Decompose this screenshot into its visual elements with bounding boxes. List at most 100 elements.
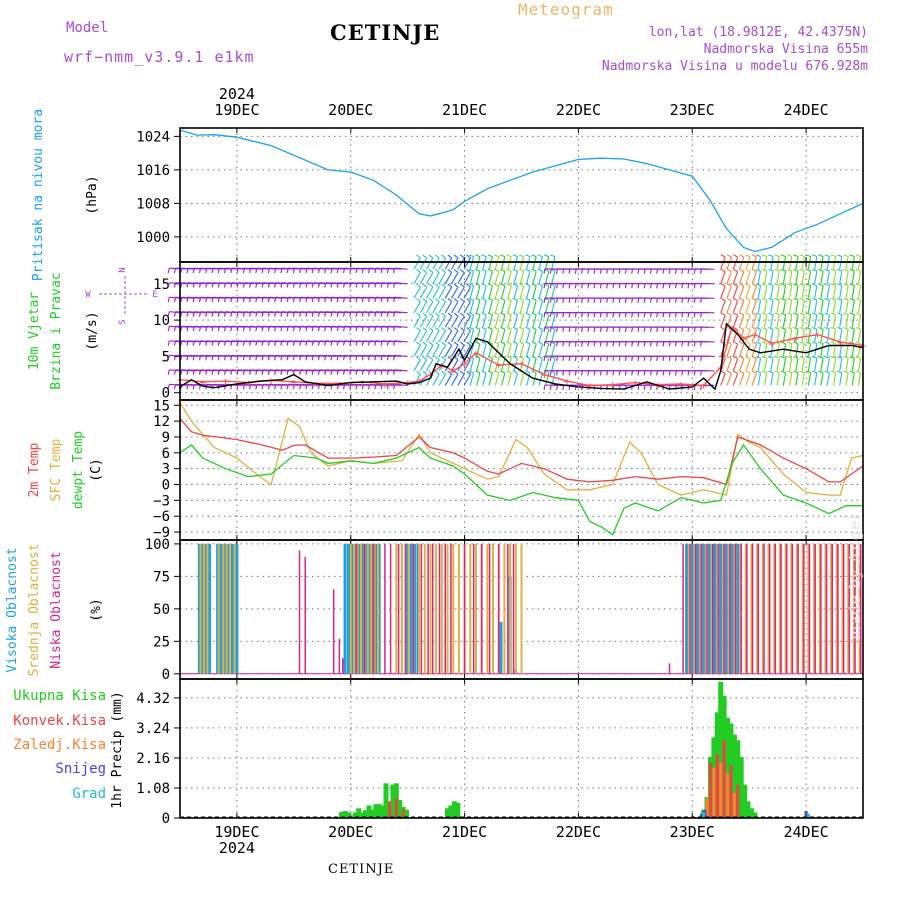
wind-barb-flag	[562, 384, 565, 390]
wind-barb-flag	[761, 356, 767, 359]
wind-barb	[394, 282, 408, 285]
wind-barb-flag	[512, 370, 518, 374]
wind-barb-flag	[324, 297, 327, 303]
wind-barb-flag	[574, 297, 577, 303]
wind-barb	[826, 358, 830, 372]
wind-barb	[488, 300, 493, 313]
wind-barb	[732, 256, 739, 270]
wind-barb-flag	[745, 326, 751, 331]
wind-barb-flag	[274, 369, 277, 375]
wind-barb-flag	[720, 326, 726, 331]
wind-barb-flag	[518, 297, 524, 301]
wind-barb	[519, 285, 525, 299]
wind-barb	[763, 256, 768, 270]
wind-barb-flag	[324, 267, 327, 274]
wind-barb-flag	[441, 327, 446, 332]
wind-barb-flag	[843, 326, 849, 330]
wind-barb-flag	[612, 370, 615, 376]
wind-barb-flag	[761, 312, 767, 316]
wind-barb	[757, 299, 762, 313]
wind-barb-flag	[468, 370, 474, 374]
day-label-bottom: 23DEC	[670, 823, 715, 841]
wind-barb	[763, 285, 768, 299]
wind-gust-marker: +	[222, 375, 229, 388]
wind-barb-flag	[774, 370, 780, 374]
wind-barb-flag	[793, 268, 799, 272]
wind-barb	[469, 329, 475, 343]
wind-barb-flag	[700, 326, 703, 332]
wind-barb	[494, 314, 500, 328]
wind-barb	[457, 373, 465, 386]
y-tick-label: 0	[162, 667, 170, 683]
wind-barb	[476, 271, 481, 284]
wind-barb-flag	[261, 282, 264, 288]
wind-barb	[789, 285, 793, 299]
wind-gust-marker: +	[740, 332, 747, 345]
wind-barb-flag	[649, 297, 652, 303]
wind-barb-flag	[342, 355, 346, 361]
wind-barb-flag	[687, 283, 690, 289]
wind-barb	[394, 267, 408, 270]
day-label-bottom: 19DEC	[214, 823, 259, 841]
wind-barb	[507, 329, 512, 343]
wind-barb-flag	[506, 312, 512, 316]
wind-barb	[757, 256, 762, 270]
wind-barb-flag	[537, 341, 543, 345]
wind-barb	[776, 285, 780, 299]
wind-barb	[832, 314, 837, 328]
wind-barb	[770, 314, 774, 328]
wind-barb	[757, 358, 762, 372]
wind-barb-flag	[292, 311, 296, 317]
wind-barb-flag	[674, 326, 677, 332]
wind-barb-flag	[662, 370, 665, 376]
wind-barb-flag	[556, 355, 559, 361]
wind-barb	[532, 256, 537, 270]
wind-barb-flag	[793, 356, 799, 359]
wind-barb-flag	[751, 254, 757, 258]
wind-barb	[526, 256, 531, 270]
wind-barb	[419, 373, 428, 386]
wind-barb-flag	[612, 326, 615, 332]
wind-barb	[444, 272, 453, 285]
wind-barb	[538, 329, 544, 343]
wind-barb-flag	[342, 326, 346, 332]
wind-barb-flag	[849, 356, 855, 359]
wind-barb-flag	[662, 355, 665, 361]
wind-barb-flag	[468, 268, 474, 272]
wind-barb-flag	[618, 283, 621, 289]
precip-bar	[342, 811, 348, 818]
wind-barb-flag	[242, 369, 246, 375]
wind-barb-flag	[674, 370, 677, 376]
wind-barb-flag	[249, 340, 252, 346]
wind-barb	[807, 358, 812, 372]
wind-barb-flag	[336, 297, 339, 303]
wind-barb-flag	[380, 326, 383, 332]
wind-barb-flag	[317, 311, 321, 317]
precip-bar	[804, 811, 808, 818]
wind-barb	[544, 314, 550, 328]
wind-barb	[544, 329, 550, 343]
wind-barb	[770, 343, 774, 357]
wind-barb	[726, 358, 732, 372]
wind-barb	[795, 285, 799, 299]
wind-barb-flag	[843, 312, 849, 316]
wind-barb-flag	[428, 298, 434, 303]
wind-barb-flag	[217, 369, 220, 375]
wind-barb-flag	[739, 268, 745, 273]
wind-barb-flag	[487, 297, 493, 301]
wind-barb-flag	[386, 297, 390, 303]
wind-barb-flag	[292, 267, 296, 274]
wind-barb-flag	[774, 254, 780, 258]
wind-barb	[751, 271, 758, 284]
wind-barb-flag	[380, 355, 383, 361]
wind-barb	[501, 314, 506, 328]
wind-barb-flag	[755, 283, 761, 287]
wind-barb	[438, 373, 446, 386]
wind-barb-flag	[317, 369, 321, 375]
wind-barb	[507, 256, 512, 270]
wind-barb	[482, 314, 487, 328]
wind-barb-flag	[818, 312, 824, 316]
wind-barb-flag	[537, 312, 543, 316]
wind-barb-flag	[631, 268, 634, 274]
wind-barb-flag	[656, 341, 659, 347]
